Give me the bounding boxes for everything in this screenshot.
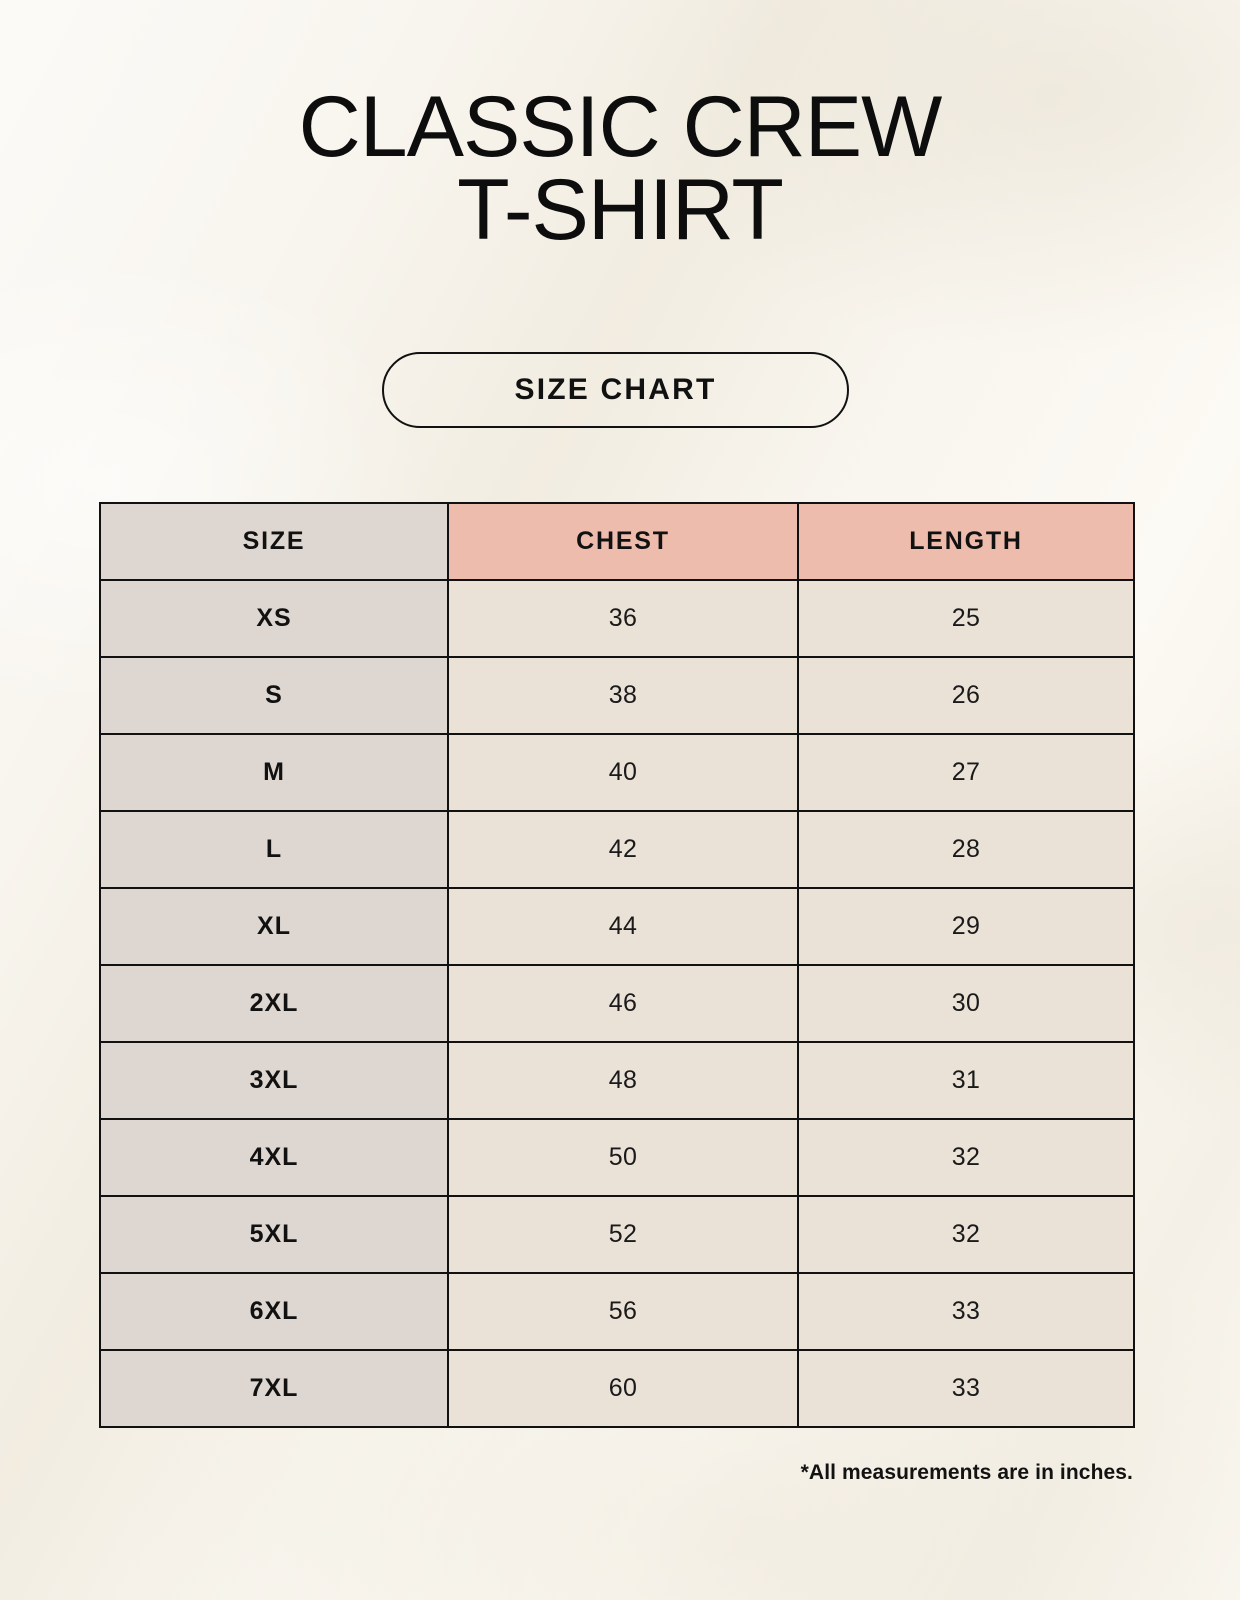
cell-size: XS [99, 579, 449, 658]
cell-size: L [99, 810, 449, 889]
cell-length: 26 [797, 656, 1135, 735]
cell-chest: 56 [447, 1272, 799, 1351]
cell-size: 7XL [99, 1349, 449, 1428]
cell-chest: 48 [447, 1041, 799, 1120]
cell-chest: 42 [447, 810, 799, 889]
column-header-length: LENGTH [797, 502, 1135, 581]
cell-size: 6XL [99, 1272, 449, 1351]
cell-length: 33 [797, 1272, 1135, 1351]
size-table-container: SIZE CHEST LENGTH XS 36 25 S 38 26 M [99, 502, 1135, 1428]
cell-chest: 50 [447, 1118, 799, 1197]
cell-length: 27 [797, 733, 1135, 812]
cell-size: 4XL [99, 1118, 449, 1197]
cell-length: 28 [797, 810, 1135, 889]
table-row: L 42 28 [99, 810, 1135, 889]
cell-length: 29 [797, 887, 1135, 966]
column-header-size: SIZE [99, 502, 449, 581]
table-row: 2XL 46 30 [99, 964, 1135, 1043]
cell-chest: 46 [447, 964, 799, 1043]
cell-chest: 44 [447, 887, 799, 966]
table-row: 6XL 56 33 [99, 1272, 1135, 1351]
cell-length: 25 [797, 579, 1135, 658]
cell-length: 32 [797, 1195, 1135, 1274]
measurements-footnote: *All measurements are in inches. [800, 1461, 1133, 1484]
cell-chest: 36 [447, 579, 799, 658]
size-chart-badge-label: SIZE CHART [514, 373, 717, 406]
cell-chest: 40 [447, 733, 799, 812]
table-row: 5XL 52 32 [99, 1195, 1135, 1274]
size-table: SIZE CHEST LENGTH XS 36 25 S 38 26 M [99, 502, 1135, 1428]
cell-length: 31 [797, 1041, 1135, 1120]
cell-size: S [99, 656, 449, 735]
cell-size: M [99, 733, 449, 812]
cell-length: 33 [797, 1349, 1135, 1428]
table-row: 4XL 50 32 [99, 1118, 1135, 1197]
table-header-row: SIZE CHEST LENGTH [99, 502, 1135, 581]
size-table-body: XS 36 25 S 38 26 M 40 27 L 42 28 [99, 579, 1135, 1428]
cell-size: 5XL [99, 1195, 449, 1274]
table-row: S 38 26 [99, 656, 1135, 735]
cell-length: 30 [797, 964, 1135, 1043]
table-row: 3XL 48 31 [99, 1041, 1135, 1120]
page-title: CLASSIC CREW T-SHIRT [298, 79, 943, 258]
cell-chest: 38 [447, 656, 799, 735]
cell-size: 3XL [99, 1041, 449, 1120]
cell-size: 2XL [99, 964, 449, 1043]
table-row: 7XL 60 33 [99, 1349, 1135, 1428]
column-header-chest: CHEST [447, 502, 799, 581]
cell-chest: 52 [447, 1195, 799, 1274]
cell-length: 32 [797, 1118, 1135, 1197]
table-row: M 40 27 [99, 733, 1135, 812]
size-chart-badge: SIZE CHART [382, 352, 849, 428]
table-row: XS 36 25 [99, 579, 1135, 658]
cell-size: XL [99, 887, 449, 966]
cell-chest: 60 [447, 1349, 799, 1428]
table-row: XL 44 29 [99, 887, 1135, 966]
